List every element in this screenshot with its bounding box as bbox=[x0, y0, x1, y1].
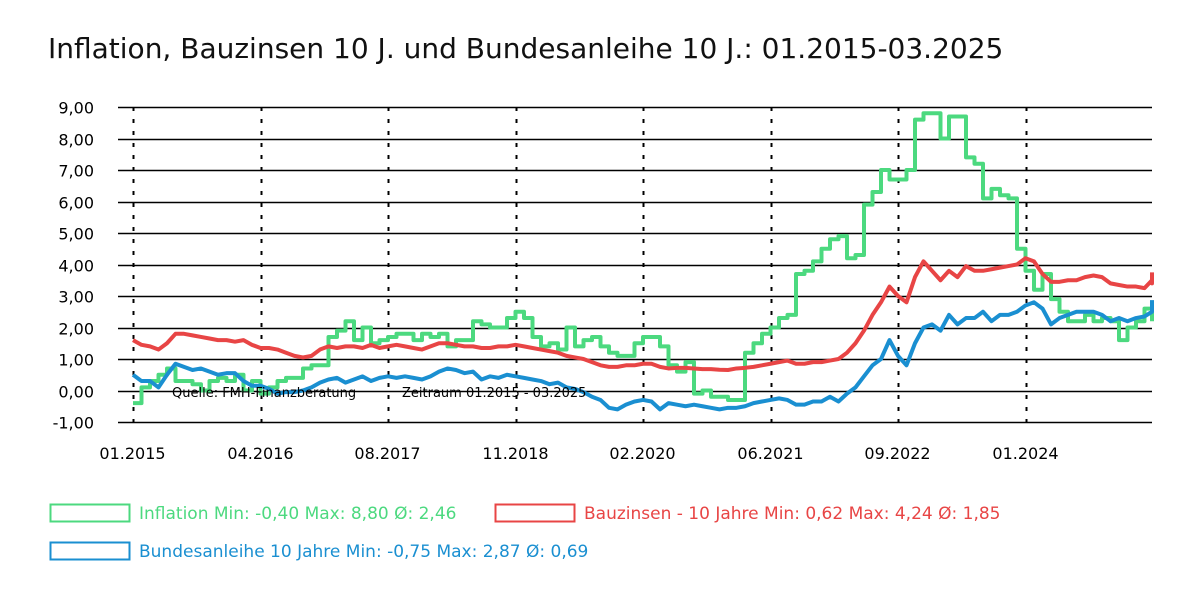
y-tick-label: 0,00 bbox=[58, 383, 94, 402]
y-tick-label: 1,00 bbox=[58, 351, 94, 370]
series-line-inflation bbox=[133, 111, 1154, 406]
y-tick-label: 6,00 bbox=[58, 194, 94, 213]
y-tick-label: 4,00 bbox=[58, 257, 94, 276]
y-tick-label: 3,00 bbox=[58, 288, 94, 307]
y-tick-label: 9,00 bbox=[58, 99, 94, 118]
grid bbox=[118, 106, 1152, 424]
legend-swatch-inflation bbox=[49, 503, 131, 523]
series-line-bauzinsen bbox=[132, 256, 1154, 373]
legend-swatch-bundesanleihe bbox=[49, 541, 131, 561]
chart-title: Inflation, Bauzinsen 10 J. und Bundesanl… bbox=[48, 32, 1003, 65]
legend-label-bauzinsen: Bauzinsen - 10 Jahre Min: 0,62 Max: 4,24… bbox=[584, 504, 1000, 524]
x-tick-label: 02.2020 bbox=[609, 444, 675, 463]
x-tick-label: 09.2022 bbox=[864, 444, 930, 463]
y-axis: 9,00 8,00 7,00 6,00 5,00 4,00 3,00 2,00 1,00 0,00… bbox=[53, 99, 94, 433]
x-tick-label: 06.2021 bbox=[737, 444, 803, 463]
y-tick-label: 2,00 bbox=[58, 320, 94, 339]
x-tick-label: 01.2024 bbox=[992, 444, 1058, 463]
legend: Inflation Min: -0,40 Max: 8,80 Ø: 2,46 B… bbox=[49, 503, 1000, 562]
y-tick-label: 8,00 bbox=[58, 131, 94, 150]
x-tick-label: 08.2017 bbox=[354, 444, 420, 463]
source-annotation: Quelle: FMH-Finanzberatung bbox=[172, 386, 356, 401]
legend-swatch-bauzinsen bbox=[494, 503, 576, 523]
y-tick-label: -1,00 bbox=[53, 414, 94, 433]
legend-label-inflation: Inflation Min: -0,40 Max: 8,80 Ø: 2,46 bbox=[139, 504, 456, 524]
period-annotation: Zeitraum 01.2015 - 03.2025 bbox=[402, 386, 586, 401]
legend-label-bundesanleihe: Bundesanleihe 10 Jahre Min: -0,75 Max: 2… bbox=[139, 542, 588, 562]
x-tick-label: 11.2018 bbox=[482, 444, 548, 463]
y-tick-label: 5,00 bbox=[58, 225, 94, 244]
x-axis: 01.2015 04.2016 08.2017 11.2018 02.2020 06.20… bbox=[99, 444, 1058, 463]
x-tick-label: 01.2015 bbox=[99, 444, 165, 463]
series-group bbox=[131, 111, 1154, 412]
y-tick-label: 7,00 bbox=[58, 162, 94, 181]
series-line-bundesanleihe bbox=[131, 300, 1154, 412]
x-tick-label: 04.2016 bbox=[227, 444, 293, 463]
